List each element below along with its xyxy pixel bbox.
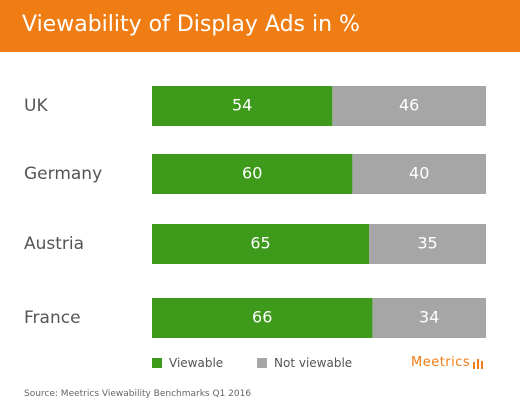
bar-france-viewable [152,298,373,338]
legend-swatch-not-viewable [257,358,267,368]
category-label-germany: Germany [24,164,102,184]
data-label-austria-viewable: 65 [250,234,270,253]
logo-bars-icon [473,358,484,369]
category-label-uk: UK [24,96,48,116]
legend-label-viewable: Viewable [169,356,224,370]
bar-france-not-viewable [372,298,486,338]
legend-label-not-viewable: Not viewable [274,356,353,370]
data-label-austria-not-viewable: 35 [417,234,437,253]
data-label-france-viewable: 66 [252,308,272,327]
bar-germany-viewable [152,154,353,194]
data-label-uk-viewable: 54 [232,96,252,115]
category-label-austria: Austria [24,234,84,254]
data-label-germany-not-viewable: 40 [409,164,429,183]
bar-uk-not-viewable [332,86,486,126]
bar-austria-not-viewable [369,224,486,264]
chart-title: Viewability of Display Ads in % [22,12,360,37]
legend-swatch-viewable [152,358,162,368]
meetrics-logo: Meetrics [411,354,486,372]
logo-text: Meetrics [411,355,471,370]
bar-austria-viewable [152,224,370,264]
data-label-france-not-viewable: 34 [419,308,439,327]
data-label-uk-not-viewable: 46 [399,96,419,115]
data-label-germany-viewable: 60 [242,164,262,183]
bar-uk-viewable [152,86,333,126]
bar-germany-not-viewable [352,154,486,194]
source-note: Source: Meetrics Viewability Benchmarks … [24,389,252,399]
category-label-france: France [24,308,81,328]
chart-header: Viewability of Display Ads in % [0,0,520,52]
